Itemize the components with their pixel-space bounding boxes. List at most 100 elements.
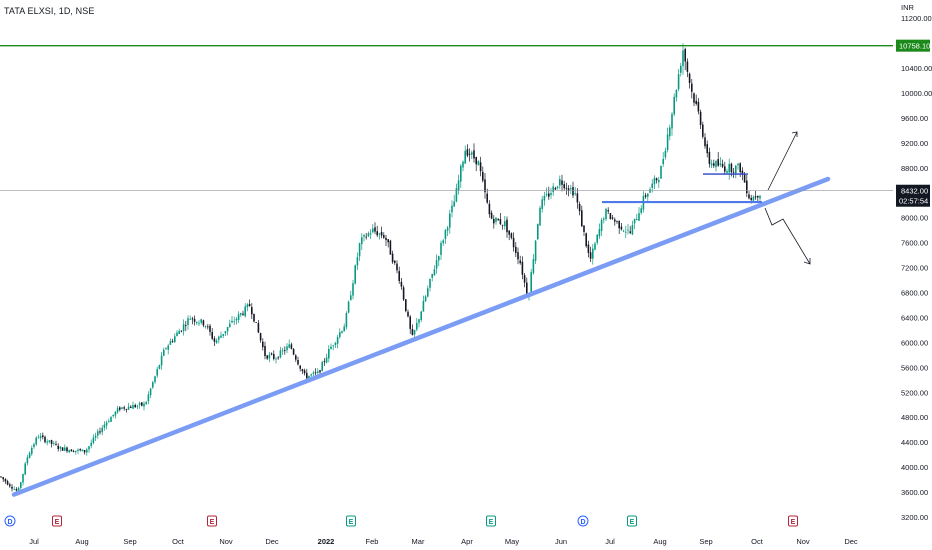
candle [268,351,271,363]
candle [673,93,675,117]
candle [251,303,253,319]
candle [334,341,337,349]
candle-body [559,179,561,186]
candle-body [501,224,504,226]
projection-arrows [764,131,811,265]
candle-body [664,150,667,158]
candle-body [405,299,407,312]
candle-body [748,194,750,199]
event-marker-label: D [580,519,585,526]
candle [754,190,757,200]
earnings-marker: E [346,515,356,527]
candle-body [521,261,524,275]
candle [86,447,88,456]
candle [565,182,568,195]
candle-body [303,370,306,374]
candle [116,405,119,414]
candle-body [363,235,365,237]
candle [83,449,86,455]
candle-body [444,230,447,240]
candle-body [545,194,548,196]
candle-body [158,365,161,369]
candle-body [191,318,194,320]
candle-body [616,221,618,222]
candle [64,444,66,452]
candle [341,330,343,334]
candle [204,325,207,329]
candle-body [741,170,744,175]
candle-body [121,407,123,409]
candle [429,278,431,292]
candle-body [125,409,128,410]
candle [748,191,750,200]
candle [61,447,64,451]
candle [559,175,561,190]
candle-body [440,242,442,255]
candle-body [620,226,623,230]
price-tick-label: 10400.00 [901,64,932,73]
candles [0,43,761,492]
candle [556,185,559,190]
candle-body [167,345,169,350]
candle [264,341,266,360]
candle-body [713,163,715,166]
candle-body [735,165,737,174]
candle-body [310,374,312,376]
candle [721,159,724,169]
candle-body [464,150,466,164]
event-marker-label: D [7,519,12,526]
candle [532,253,535,275]
candle [578,201,581,216]
candle [477,160,480,166]
candle [286,343,288,354]
candle [438,255,440,267]
candle [710,159,713,169]
candle-body [490,212,493,219]
candle [409,315,411,334]
candle-body [94,435,97,438]
candle-body [666,134,669,151]
candle [545,187,548,197]
candle [548,186,550,200]
candle [506,216,508,238]
candle-body [752,196,755,201]
candle [446,225,449,237]
candle-body [530,272,532,295]
candle-body [631,225,634,235]
candle [614,217,616,226]
candle-body [9,484,11,487]
candle-body [367,233,370,237]
high-level-tag-label: 10758.10 [899,42,930,51]
candle [79,448,81,452]
candle-body [92,437,95,443]
candle [55,440,57,446]
candle [330,343,332,350]
dividend-marker-circle [577,515,589,527]
candle-body [262,341,264,348]
candle [90,439,92,449]
candle [187,315,189,330]
candle-body [455,188,458,202]
candle-body [647,193,649,197]
candle-body [240,313,242,315]
candle [13,486,15,490]
candle-body [418,319,420,323]
candle [213,336,216,346]
candle-body [299,365,301,369]
candle-body [556,186,559,189]
candle-body [570,188,572,190]
earnings-marker-box [788,515,798,527]
candle [662,152,664,167]
candle [697,98,700,115]
event-marker-label: E [349,519,354,526]
candle [647,193,649,202]
event-marker-label: E [55,519,60,526]
candle [464,145,466,164]
candle-body [136,405,139,407]
candle [130,405,132,409]
candle-body [284,350,286,352]
candle [160,352,163,370]
candle-body [189,318,191,320]
dividend-marker-circle [4,515,16,527]
